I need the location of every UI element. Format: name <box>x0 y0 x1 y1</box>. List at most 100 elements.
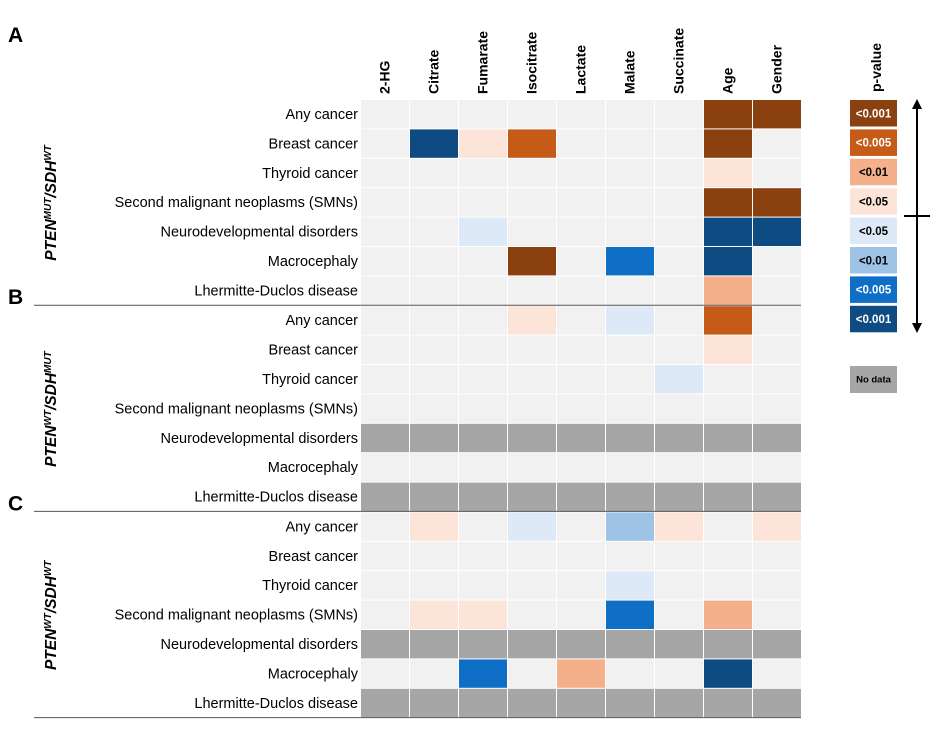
heatmap-cell <box>704 129 752 158</box>
heatmap-cell <box>410 188 458 217</box>
heatmap-cell <box>508 247 556 276</box>
legend-arrow-head-up <box>912 99 922 109</box>
heatmap-cell <box>704 541 752 571</box>
heatmap-cell <box>459 512 507 541</box>
column-header-age: Age <box>720 67 736 94</box>
heatmap-cell <box>557 571 605 600</box>
legend-swatch <box>850 100 897 127</box>
heatmap-cell <box>704 188 752 217</box>
heatmap-cell <box>557 365 605 394</box>
heatmap-cell <box>655 541 703 571</box>
row-label: Lhermitte-Duclos disease <box>194 283 358 299</box>
heatmap-cell <box>557 659 605 688</box>
heatmap-cell <box>753 365 801 394</box>
heatmap-cell <box>508 158 556 188</box>
legend-label: <0.005 <box>856 285 892 297</box>
heatmap-cell <box>753 512 801 541</box>
heatmap-cell <box>361 188 409 217</box>
row-label: Neurodevelopmental disorders <box>161 637 358 653</box>
heatmap-cell <box>459 630 507 659</box>
heatmap-cell <box>704 247 752 276</box>
legend: p-value <0.001 <0.005 <0.01 <0.05 <0.05 <0.01 <… <box>850 43 930 393</box>
heatmap-cell <box>655 129 703 158</box>
heatmap-cell <box>459 600 507 629</box>
heatmap-cell <box>361 571 409 600</box>
heatmap-cell <box>361 129 409 158</box>
panel-a: A Any cancer Breast cancer Thyroid cancer Se… <box>8 24 801 306</box>
panel-label-c: C <box>8 492 23 515</box>
heatmap-cell <box>655 630 703 659</box>
heatmap-cell <box>459 394 507 423</box>
heatmap-cell <box>410 276 458 305</box>
heatmap-cell <box>753 423 801 453</box>
heatmap-cell <box>508 394 556 423</box>
heatmap-cell <box>704 335 752 364</box>
row-label: Thyroid cancer <box>262 166 358 182</box>
heatmap-cell <box>704 482 752 511</box>
heatmap-cell <box>361 630 409 659</box>
legend-no-data-swatch <box>850 366 897 393</box>
heatmap-cell <box>753 541 801 571</box>
heatmap-cell <box>459 158 507 188</box>
heatmap-cell <box>753 276 801 305</box>
legend-arrow-head-down <box>912 323 922 333</box>
heatmap-cell <box>361 453 409 482</box>
row-label: Breast cancer <box>269 136 359 152</box>
heatmap-cell <box>606 100 654 129</box>
heatmap-cell <box>508 571 556 600</box>
heatmap-cell <box>361 659 409 688</box>
heatmap-cell <box>508 188 556 217</box>
heatmap-cell <box>361 394 409 423</box>
heatmap-cell <box>655 600 703 629</box>
row-label: Macrocephaly <box>268 460 359 476</box>
row-label: Lhermitte-Duclos disease <box>194 490 358 506</box>
heatmap-cell <box>410 659 458 688</box>
heatmap-cell <box>410 247 458 276</box>
heatmap-cell <box>459 423 507 453</box>
heatmap-cell <box>557 453 605 482</box>
heatmap-cell <box>361 688 409 718</box>
row-label: Neurodevelopmental disorders <box>161 431 358 447</box>
heatmap-cell <box>557 188 605 217</box>
heatmap-cell <box>655 247 703 276</box>
heatmap-cell <box>753 630 801 659</box>
heatmap-cell <box>557 247 605 276</box>
heatmap-cell <box>557 630 605 659</box>
row-label: Second malignant neoplasms (SMNs) <box>115 608 358 624</box>
heatmap-cell <box>753 453 801 482</box>
heatmap-cell <box>704 423 752 453</box>
heatmap-cell <box>606 423 654 453</box>
column-header-citrate: Citrate <box>426 49 442 94</box>
heatmap-cell <box>557 306 605 335</box>
row-label: Breast cancer <box>269 549 359 565</box>
heatmap-cell <box>361 335 409 364</box>
heatmap-cell <box>655 365 703 394</box>
heatmap-cell <box>753 600 801 629</box>
heatmap-cell <box>606 600 654 629</box>
heatmap-cell <box>655 100 703 129</box>
heatmap-cell <box>704 365 752 394</box>
heatmap-cell <box>606 158 654 188</box>
heatmap-cell <box>361 158 409 188</box>
row-label: Neurodevelopmental disorders <box>161 225 358 241</box>
heatmap-cell <box>753 482 801 511</box>
heatmap-cell <box>508 453 556 482</box>
heatmap-cell <box>606 482 654 511</box>
row-label: Thyroid cancer <box>262 578 358 594</box>
heatmap-cell <box>508 306 556 335</box>
heatmap-cell <box>655 688 703 718</box>
heatmap-cell <box>606 188 654 217</box>
heatmap-cell <box>606 688 654 718</box>
row-label: Breast cancer <box>269 343 359 359</box>
row-label: Second malignant neoplasms (SMNs) <box>115 195 358 211</box>
heatmap-cell <box>704 600 752 629</box>
heatmap-cell <box>655 423 703 453</box>
heatmap-cell <box>557 158 605 188</box>
heatmap-cell <box>459 659 507 688</box>
column-header-succinate: Succinate <box>671 28 687 94</box>
heatmap-cell <box>410 600 458 629</box>
heatmap-cell <box>361 541 409 571</box>
panel-c: C Any cancer Breast cancer Thyroid cancer Se… <box>8 492 801 719</box>
legend-label: <0.01 <box>859 255 889 267</box>
heatmap-cell <box>606 630 654 659</box>
